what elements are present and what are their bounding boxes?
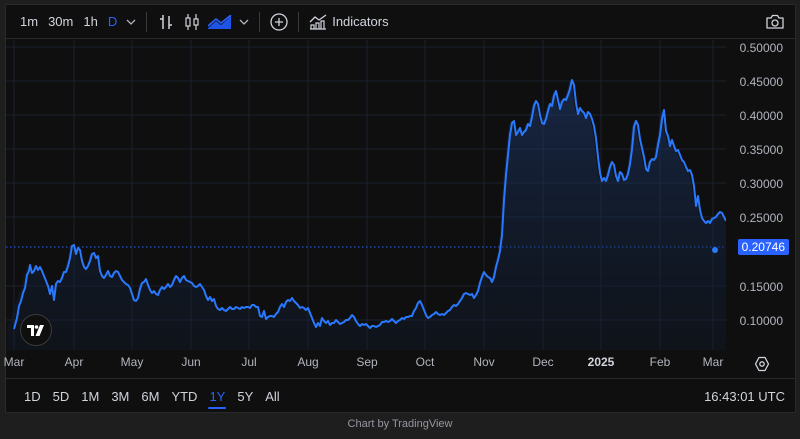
price-area-fill <box>7 80 726 350</box>
chart-credit[interactable]: Chart by TradingView <box>347 418 453 430</box>
time-tick-year: 2025 <box>587 355 615 369</box>
price-tick: 0.10000 <box>739 314 783 328</box>
time-tick: Mar <box>3 355 25 369</box>
divider <box>259 11 261 32</box>
time-tick: Jul <box>241 355 257 369</box>
price-axis[interactable]: 0.50000 0.45000 0.40000 0.35000 0.30000 … <box>726 40 797 350</box>
chart-settings-gear-icon[interactable] <box>754 356 770 372</box>
indicators-button[interactable]: Indicators <box>305 13 392 30</box>
last-price-dot <box>712 247 718 253</box>
price-line <box>13 79 726 330</box>
indicators-icon <box>309 13 327 30</box>
price-chart-plot[interactable] <box>6 40 726 350</box>
price-tick: 0.40000 <box>739 109 783 123</box>
interval-1h[interactable]: 1h <box>83 14 98 29</box>
range-5y[interactable]: 5Y <box>237 388 254 404</box>
time-tick: Aug <box>297 355 319 369</box>
range-1m[interactable]: 1M <box>81 388 100 404</box>
interval-d[interactable]: D <box>107 14 118 29</box>
divider <box>298 11 300 32</box>
range-5d[interactable]: 5D <box>52 388 70 404</box>
time-tick: Jun <box>181 355 201 369</box>
price-tick: 0.45000 <box>739 75 783 89</box>
price-tick: 0.25000 <box>739 211 783 225</box>
range-3m[interactable]: 3M <box>111 388 130 404</box>
interval-1m[interactable]: 1m <box>20 14 39 29</box>
utc-clock[interactable]: 16:43:01 UTC <box>704 388 785 404</box>
tradingview-logo[interactable] <box>20 314 52 346</box>
time-axis[interactable]: Mar Apr May Jun Jul Aug Sep Oct Nov Dec … <box>3 350 726 374</box>
compare-plus-icon[interactable] <box>266 8 292 36</box>
last-price-badge: 0.20746 <box>737 239 789 255</box>
range-all[interactable]: All <box>265 388 280 404</box>
candlestick-chart-icon[interactable] <box>179 8 205 36</box>
area-chart-icon[interactable] <box>205 8 235 36</box>
tradingview-logo-icon <box>27 324 44 336</box>
range-6m[interactable]: 6M <box>141 388 160 404</box>
range-toolbar: 1D 5D 1M 3M 6M YTD 1Y 5Y All 16:43:01 UT… <box>6 378 795 413</box>
interval-30m[interactable]: 30m <box>48 14 74 29</box>
price-tick: 0.50000 <box>739 41 783 55</box>
divider <box>146 11 148 32</box>
chart-type-chevron-icon[interactable] <box>235 8 253 36</box>
range-ytd[interactable]: YTD <box>171 388 198 404</box>
time-tick: Mar <box>702 355 724 369</box>
price-tick: 0.30000 <box>739 177 783 191</box>
price-tick: 0.35000 <box>739 143 783 157</box>
interval-dropdown-chevron-icon[interactable] <box>122 8 140 36</box>
time-tick: May <box>120 355 144 369</box>
time-tick: Dec <box>532 355 554 369</box>
time-tick: Oct <box>415 355 435 369</box>
range-1y[interactable]: 1Y <box>203 383 231 409</box>
top-toolbar: 1m 30m 1h D Indicators <box>6 5 795 39</box>
time-tick: Feb <box>649 355 671 369</box>
time-tick: Apr <box>64 355 84 369</box>
bar-chart-icon[interactable] <box>153 8 179 36</box>
indicators-label: Indicators <box>332 14 389 29</box>
time-tick: Nov <box>473 355 495 369</box>
chart-widget: 1m 30m 1h D Indicators <box>3 4 797 413</box>
time-tick: Sep <box>356 355 378 369</box>
price-tick: 0.15000 <box>739 280 783 294</box>
range-1d[interactable]: 1D <box>24 388 41 404</box>
snapshot-camera-icon[interactable] <box>763 10 787 34</box>
